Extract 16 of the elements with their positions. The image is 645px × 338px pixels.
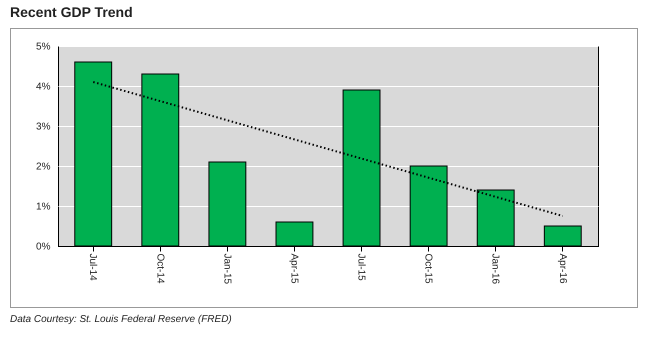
y-tick-label: 3%	[36, 122, 51, 132]
x-tick-label: Oct-15	[422, 254, 434, 284]
x-tick-label: Jan-16	[490, 254, 501, 285]
y-tick-label: 5%	[36, 42, 51, 52]
x-tick-label: Apr-15	[288, 254, 300, 284]
chart-title: Recent GDP Trend	[10, 4, 133, 20]
text: Data Courtesy: St. Louis Federal Reserve (FRED)	[10, 314, 232, 325]
x-tick-label: Jul-14	[87, 254, 98, 282]
x-tick-label: Apr-16	[556, 254, 568, 284]
x-tick-label: Jul-15	[356, 254, 367, 282]
y-tick-label: 2%	[36, 162, 51, 172]
y-tick-label: 0%	[36, 242, 51, 252]
y-tick-label: 1%	[36, 202, 51, 212]
y-tick-label: 4%	[36, 82, 51, 92]
x-tick-label: Jan-15	[221, 254, 232, 285]
x-tick-label: Oct-14	[154, 254, 166, 284]
